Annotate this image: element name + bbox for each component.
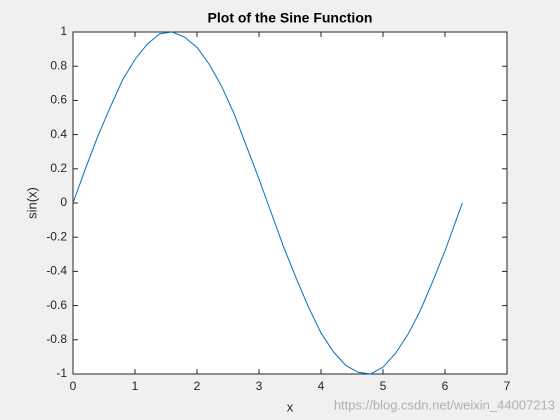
line bbox=[72, 31, 463, 375]
y-tick-label: -0.2 bbox=[46, 229, 67, 243]
x-tick-label: 0 bbox=[70, 379, 77, 393]
watermark: https://blog.csdn.net/weixin_44007213 bbox=[334, 397, 555, 412]
y-tick-label: -1 bbox=[56, 366, 67, 380]
x-tick-label: 6 bbox=[442, 379, 449, 393]
y-tick-label: -0.8 bbox=[46, 332, 67, 346]
chart-title: Plot of the Sine Function bbox=[208, 10, 373, 26]
y-tick-label: -0.6 bbox=[46, 298, 67, 312]
y-tick-label: 0.6 bbox=[50, 93, 67, 107]
y-tick-label: 0.2 bbox=[50, 161, 67, 175]
x-tick-label: 7 bbox=[504, 379, 511, 393]
y-tick-label: -0.4 bbox=[46, 264, 67, 278]
x-tick-label: 5 bbox=[380, 379, 387, 393]
x-tick-label: 3 bbox=[256, 379, 263, 393]
x-tick-label: 2 bbox=[194, 379, 201, 393]
x-tick-label: 4 bbox=[318, 379, 325, 393]
y-tick-label: 0 bbox=[60, 195, 67, 209]
y-tick-label: 0.4 bbox=[50, 127, 67, 141]
y-tick-label: 1 bbox=[60, 24, 67, 38]
plot-area bbox=[72, 31, 508, 375]
y-tick-label: 0.8 bbox=[50, 58, 67, 72]
x-axis-label: x bbox=[287, 399, 294, 414]
y-axis-label: sin(x) bbox=[24, 187, 39, 219]
x-tick-label: 1 bbox=[132, 379, 139, 393]
